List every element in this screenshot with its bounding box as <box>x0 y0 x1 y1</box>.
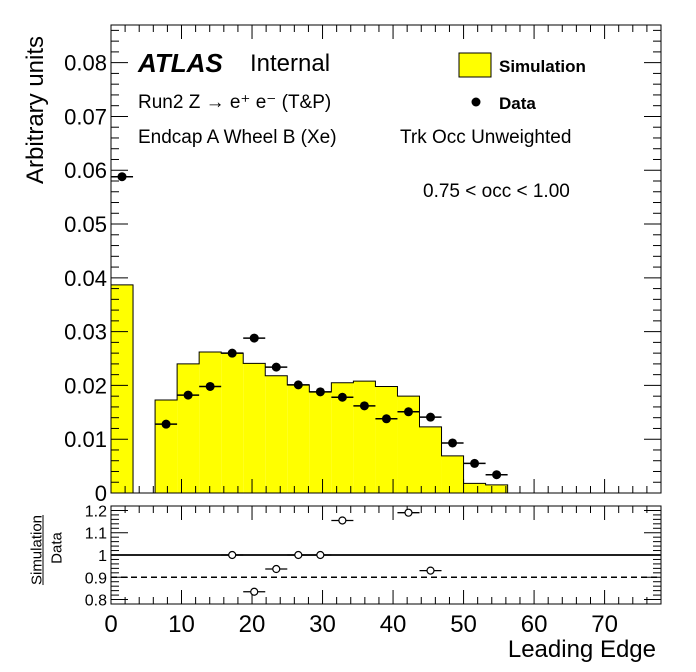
atlas-label: ATLAS <box>138 48 223 78</box>
x-tick-label: 50 <box>450 611 477 638</box>
x-tick-label: 30 <box>309 611 336 638</box>
selection-label: Run2 Z → e⁺ e⁻ (T&P) <box>138 92 332 113</box>
legend: Simulation Data <box>458 52 586 113</box>
data-point <box>227 348 237 358</box>
simulation-bin <box>485 484 508 493</box>
ratio-point <box>228 550 237 560</box>
ratio-y-tick-label: 1 <box>98 548 107 565</box>
legend-data-label: Data <box>499 94 536 113</box>
simulation-bin <box>441 455 464 493</box>
main-panel-axes: 0 0.01 0.02 0.03 0.04 0.05 0.06 0.07 0.08 <box>64 24 662 506</box>
simulation-bin <box>463 483 486 493</box>
y-tick-label: 0.04 <box>64 266 107 291</box>
simulation-bin <box>353 381 376 493</box>
ratio-point <box>316 550 325 560</box>
weighting-label: Trk Occ Unweighted <box>400 127 572 148</box>
simulation-bin <box>287 384 310 493</box>
simulation-bin <box>397 396 420 493</box>
simulation-bin <box>155 399 178 493</box>
simulation-bin <box>309 391 332 493</box>
ratio-point <box>426 566 435 575</box>
data-point <box>293 380 303 390</box>
y-axis-title: Arbitrary units <box>22 35 49 185</box>
simulation-bin <box>243 363 266 493</box>
simulation-bin <box>111 284 134 493</box>
ratio-y-tick-label: 1.1 <box>85 526 107 543</box>
x-tick-label: 20 <box>239 611 266 638</box>
data-points <box>111 172 508 480</box>
data-point <box>448 438 458 448</box>
y-tick-label: 0.01 <box>64 427 107 452</box>
occupancy-range-label: 0.75 < occ < 1.00 <box>423 181 570 202</box>
ratio-y-axis-title-numerator: Simulation <box>28 514 46 586</box>
simulation-outline <box>110 284 509 494</box>
data-point <box>117 172 127 182</box>
x-axis-title: Leading Edge <box>507 636 656 663</box>
region-label: Endcap A Wheel B (Xe) <box>138 127 337 148</box>
y-tick-label: 0.05 <box>64 212 107 237</box>
data-point <box>492 470 502 480</box>
data-point <box>426 412 436 422</box>
y-tick-label: 0 <box>95 481 107 506</box>
x-tick-label: 70 <box>591 611 618 638</box>
data-point <box>205 381 215 391</box>
ratio-points <box>221 508 442 596</box>
legend-simulation-swatch <box>458 52 492 78</box>
simulation-bin <box>265 375 288 493</box>
x-tick-label: 40 <box>380 611 407 638</box>
y-tick-label: 0.02 <box>64 373 107 398</box>
data-point <box>359 401 369 411</box>
legend-simulation-label: Simulation <box>499 57 586 76</box>
ratio-y-axis-title-denominator: Data <box>48 532 66 564</box>
simulation-bin <box>419 426 442 493</box>
data-point <box>381 414 391 424</box>
data-point <box>403 407 413 417</box>
ratio-point <box>338 516 347 525</box>
x-tick-label: 60 <box>521 611 548 638</box>
ratio-point <box>272 564 281 574</box>
ratio-panel-axes: 0.8 0.9 1 1.1 1.2 0 10 20 30 40 50 60 70 <box>85 503 662 638</box>
ratio-y-tick-label: 0.9 <box>85 570 107 587</box>
simulation-bin <box>331 382 354 493</box>
y-tick-label: 0.03 <box>64 320 107 345</box>
ratio-point <box>250 587 259 596</box>
legend-data-marker <box>471 97 481 107</box>
data-point <box>271 362 281 372</box>
data-point <box>183 390 193 400</box>
ratio-point <box>294 550 303 560</box>
data-point <box>337 392 347 402</box>
data-point <box>470 458 480 468</box>
y-tick-label: 0.06 <box>64 158 107 183</box>
y-tick-label: 0.08 <box>64 51 107 76</box>
y-tick-label: 0.07 <box>64 104 107 129</box>
x-tick-label: 10 <box>168 611 195 638</box>
ratio-y-tick-label: 1.2 <box>85 503 107 520</box>
data-point <box>249 333 259 343</box>
simulation-bin <box>375 386 398 493</box>
simulation-bin <box>199 352 222 493</box>
simulation-bin <box>221 353 244 493</box>
ratio-y-tick-label: 0.8 <box>85 593 107 610</box>
data-point <box>161 419 171 429</box>
simulation-histogram <box>110 284 509 494</box>
x-tick-label: 0 <box>104 611 117 638</box>
main-frame <box>110 24 662 494</box>
ratio-point <box>404 508 413 517</box>
data-point <box>315 387 325 397</box>
internal-label: Internal <box>250 50 331 77</box>
simulation-bin <box>177 363 200 493</box>
